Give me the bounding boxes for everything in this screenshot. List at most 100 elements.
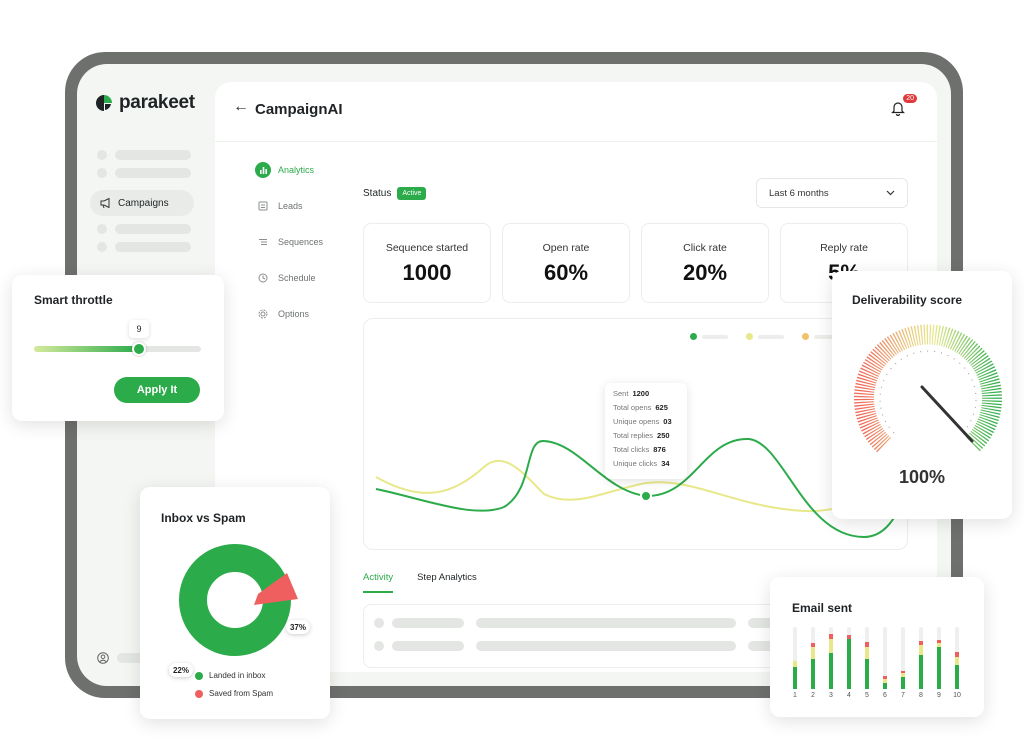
stat-label: Click rate xyxy=(683,242,727,254)
bar-segment xyxy=(937,647,941,689)
analytics-tabs: Activity Step Analytics xyxy=(363,572,477,593)
legend-dot-green xyxy=(690,333,697,340)
bar-segment xyxy=(919,655,923,689)
placeholder-bar xyxy=(476,618,736,628)
tooltip-label: Total opens xyxy=(613,403,652,412)
tooltip-value: 03 xyxy=(663,417,672,426)
donut-label-inbox: 22% xyxy=(173,666,189,675)
device-frame: parakeet Campaigns xyxy=(65,52,963,698)
tab-step-analytics[interactable]: Step Analytics xyxy=(417,572,477,583)
sidebar-item-placeholder[interactable] xyxy=(97,168,191,178)
bar-segment xyxy=(811,659,815,689)
tab-activity[interactable]: Activity xyxy=(363,572,394,593)
card-title: Deliverability score xyxy=(852,293,963,307)
donut-label-spam: 37% xyxy=(290,623,306,632)
stat-value: 20% xyxy=(682,260,728,285)
sidebar-item-placeholder[interactable] xyxy=(97,150,191,160)
bar-segment xyxy=(937,640,941,643)
placeholder-bar xyxy=(117,653,147,663)
tooltip-row: Total opens 625 xyxy=(613,403,679,412)
gauge-arc xyxy=(854,324,1002,453)
back-arrow-icon[interactable]: ← xyxy=(233,98,249,115)
legend-label-placeholder xyxy=(702,335,728,339)
stat-card-click-rate: Click rate 20% xyxy=(641,223,769,303)
submenu-analytics[interactable]: Analytics xyxy=(255,162,314,178)
bar-segment xyxy=(865,642,869,647)
sidebar-user[interactable] xyxy=(97,652,147,664)
series-point-highlight xyxy=(640,490,652,502)
placeholder-bar xyxy=(115,224,191,234)
tooltip-row: Sent 1200 xyxy=(613,389,679,398)
status-row: Status Active xyxy=(363,187,427,200)
status-label: Status xyxy=(363,188,392,199)
x-tick-label: 6 xyxy=(883,692,887,699)
bar-segment xyxy=(847,639,851,689)
sidebar-item-placeholder[interactable] xyxy=(97,242,191,252)
placeholder-dot xyxy=(97,242,107,252)
status-badge: Active xyxy=(397,187,427,200)
main-panel: ← CampaignAI 20 Analytics xyxy=(215,82,937,672)
bar-segment xyxy=(955,657,959,665)
date-range-select[interactable]: Last 6 months xyxy=(756,178,908,208)
tooltip-label: Unique opens xyxy=(613,417,660,426)
card-title: Inbox vs Spam xyxy=(161,511,246,525)
deliverability-gauge xyxy=(854,324,1002,453)
donut-slice-spam xyxy=(254,573,298,605)
bell-icon[interactable] xyxy=(891,100,905,116)
smart-throttle-card: Smart throttle 9 Apply It xyxy=(12,275,224,421)
bar-segment xyxy=(865,659,869,689)
card-title: Email sent xyxy=(792,601,853,615)
placeholder-bar xyxy=(115,242,191,252)
stat-card-open-rate: Open rate 60% xyxy=(502,223,630,303)
stat-label: Sequence started xyxy=(385,242,469,254)
submenu-label: Leads xyxy=(278,201,303,211)
page-title: CampaignAI xyxy=(255,101,343,118)
legend-label-placeholder xyxy=(814,335,840,339)
apply-button[interactable]: Apply It xyxy=(114,377,200,403)
notification-badge: 20 xyxy=(903,94,917,103)
activity-line-chart: Sent 1200 Total opens 625 Unique opens 03 T… xyxy=(363,318,908,550)
bar-segment xyxy=(919,641,923,645)
stat-value: 1000 xyxy=(402,260,452,285)
slider-handle[interactable] xyxy=(132,342,146,356)
tooltip-value: 1200 xyxy=(632,389,650,398)
list-icon xyxy=(255,234,271,250)
bar-segment xyxy=(955,665,959,689)
bar-segment xyxy=(847,635,851,639)
submenu-schedule[interactable]: Schedule xyxy=(255,270,316,286)
submenu-sequences[interactable]: Sequences xyxy=(255,234,323,250)
placeholder-dot xyxy=(97,224,107,234)
gauge-inner-ring xyxy=(879,350,977,434)
sidebar-item-campaigns[interactable]: Campaigns xyxy=(90,190,194,216)
submenu-leads[interactable]: Leads xyxy=(255,198,303,214)
x-tick-label: 4 xyxy=(847,692,851,699)
placeholder-dot xyxy=(97,168,107,178)
placeholder-bar xyxy=(392,641,464,651)
bar-segment xyxy=(919,645,923,655)
chart-tooltip: Sent 1200 Total opens 625 Unique opens 03 T… xyxy=(605,383,687,479)
bar-segment xyxy=(811,647,815,659)
deliverability-card: Deliverability score 100% xyxy=(832,271,1012,519)
bar-track xyxy=(883,627,887,689)
submenu-label: Schedule xyxy=(278,273,316,283)
user-icon xyxy=(97,652,109,664)
line-chart-canvas xyxy=(375,437,907,539)
sidebar-item-placeholder[interactable] xyxy=(97,224,191,234)
submenu-options[interactable]: Options xyxy=(255,306,309,322)
bar-segment xyxy=(793,661,797,667)
tooltip-label: Total replies xyxy=(613,431,654,440)
tooltip-row: Total replies 250 xyxy=(613,431,679,440)
x-tick-label: 5 xyxy=(865,692,869,699)
bar-segment xyxy=(883,683,887,689)
page-header: ← CampaignAI 20 xyxy=(215,82,937,142)
legend-label: Saved from Spam xyxy=(209,689,274,698)
x-tick-label: 8 xyxy=(919,692,923,699)
brand-logo[interactable]: parakeet xyxy=(95,92,195,114)
id-card-icon xyxy=(255,198,271,214)
bar-segment xyxy=(829,639,833,653)
legend-dot-yellow xyxy=(746,333,753,340)
x-tick-label: 7 xyxy=(901,692,905,699)
placeholder-bar xyxy=(115,168,191,178)
tooltip-value: 876 xyxy=(653,445,666,454)
throttle-slider[interactable] xyxy=(34,342,201,356)
